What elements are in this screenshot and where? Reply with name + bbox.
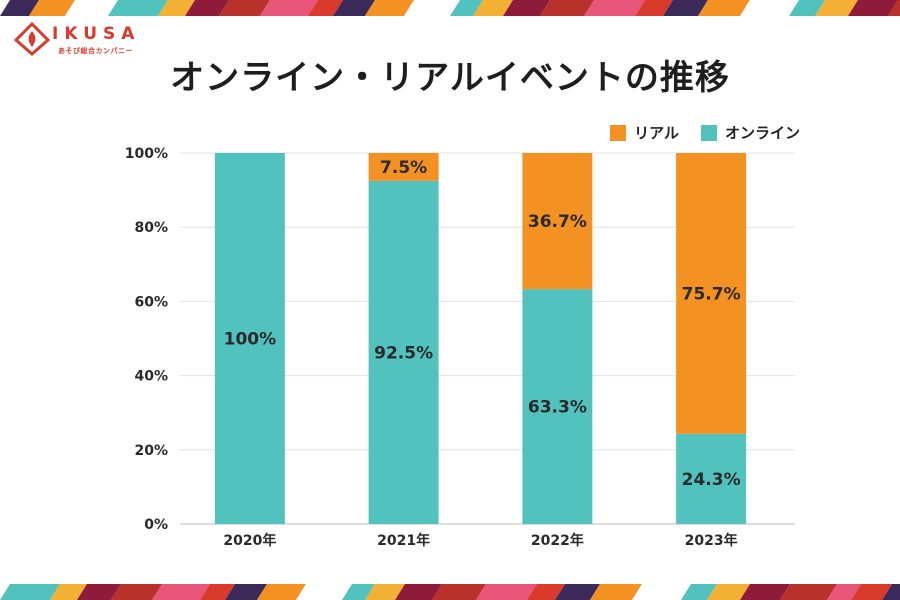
data-label-online: 92.5% xyxy=(374,343,433,363)
band-segment xyxy=(540,0,594,16)
legend-item-online: オンライン xyxy=(700,122,800,143)
y-tick-label: 20% xyxy=(134,443,168,459)
data-label-real: 7.5% xyxy=(380,158,427,178)
y-tick-label: 80% xyxy=(134,220,168,236)
band-segment xyxy=(882,584,900,600)
band-segment xyxy=(0,584,60,600)
legend-label-real: リアル xyxy=(634,124,679,142)
band-segment xyxy=(789,0,825,16)
band-segment xyxy=(632,584,691,600)
band-segment xyxy=(185,0,229,16)
data-label-online: 63.3% xyxy=(528,398,587,418)
data-label-online: 100% xyxy=(224,330,277,350)
band-segment xyxy=(333,0,375,16)
band-segment xyxy=(780,584,837,600)
logo-brand: IKUSA xyxy=(52,24,141,44)
band-segment xyxy=(473,0,513,16)
data-label-real: 75.7% xyxy=(682,284,741,304)
band-segment xyxy=(450,0,483,16)
chart-title: オンライン・リアルイベントの推移 xyxy=(170,58,730,98)
band-segment xyxy=(698,0,750,16)
band-segment xyxy=(257,584,306,600)
chart-legend: リアル オンライン xyxy=(596,122,800,143)
band-segment xyxy=(527,584,565,600)
band-segment xyxy=(681,584,717,600)
x-tick-label: 2023年 xyxy=(685,532,738,549)
band-segment xyxy=(848,0,898,16)
band-segment xyxy=(635,0,673,16)
bar-real xyxy=(368,153,439,181)
band-segment xyxy=(663,0,708,16)
band-segment xyxy=(342,584,375,600)
bar-online xyxy=(368,180,439,524)
y-tick-label: 0% xyxy=(144,517,168,533)
band-segment xyxy=(503,0,550,16)
bar-real xyxy=(676,153,747,434)
x-tick-label: 2022年 xyxy=(531,532,584,549)
band-segment xyxy=(827,584,861,600)
band-segment xyxy=(260,0,318,16)
bar-online xyxy=(676,433,747,524)
band-segment xyxy=(158,0,195,16)
band-segment xyxy=(476,584,537,600)
x-tick-label: 2020年 xyxy=(223,532,276,549)
band-segment xyxy=(365,0,414,16)
band-segment xyxy=(888,0,900,16)
band-segment xyxy=(404,0,460,16)
band-segment xyxy=(851,584,892,600)
band-segment xyxy=(50,584,87,600)
band-segment xyxy=(29,0,75,16)
top-decorative-band xyxy=(0,0,900,16)
band-segment xyxy=(152,584,210,600)
x-tick-label: 2021年 xyxy=(377,532,430,549)
data-label-online: 24.3% xyxy=(682,470,741,490)
band-segment xyxy=(584,0,645,16)
band-segment xyxy=(200,584,235,600)
band-segment xyxy=(225,584,267,600)
band-segment xyxy=(707,584,750,600)
bottom-decorative-band xyxy=(0,584,900,600)
legend-label-online: オンライン xyxy=(724,124,800,142)
legend-item-real: リアル xyxy=(610,122,679,143)
band-segment xyxy=(740,0,799,16)
logo-tagline: あそび総合カンパニー xyxy=(58,47,133,55)
band-segment xyxy=(555,584,600,600)
band-segment xyxy=(65,0,118,16)
legend-swatch-online xyxy=(700,124,717,141)
bar-real xyxy=(522,153,593,290)
bar-online xyxy=(522,289,593,524)
band-segment xyxy=(815,0,858,16)
band-segment xyxy=(740,584,790,600)
band-segment xyxy=(308,0,343,16)
y-tick-label: 40% xyxy=(134,369,168,385)
legend-swatch-real xyxy=(610,124,627,141)
band-segment xyxy=(111,584,162,600)
ikusa-logo: IKUSA あそび総合カンパニー xyxy=(14,22,154,62)
band-segment xyxy=(219,0,270,16)
bar-online xyxy=(214,153,285,524)
band-segment xyxy=(77,584,121,600)
y-tick-label: 100% xyxy=(125,146,168,162)
band-segment xyxy=(365,584,405,600)
band-segment xyxy=(296,584,352,600)
band-segment xyxy=(0,0,39,16)
band-segment xyxy=(108,0,168,16)
y-tick-label: 60% xyxy=(134,294,168,310)
band-segment xyxy=(432,584,486,600)
logo-mark-icon xyxy=(14,22,50,56)
band-segment xyxy=(395,584,442,600)
data-label-real: 36.7% xyxy=(528,212,587,232)
band-segment xyxy=(590,584,642,600)
